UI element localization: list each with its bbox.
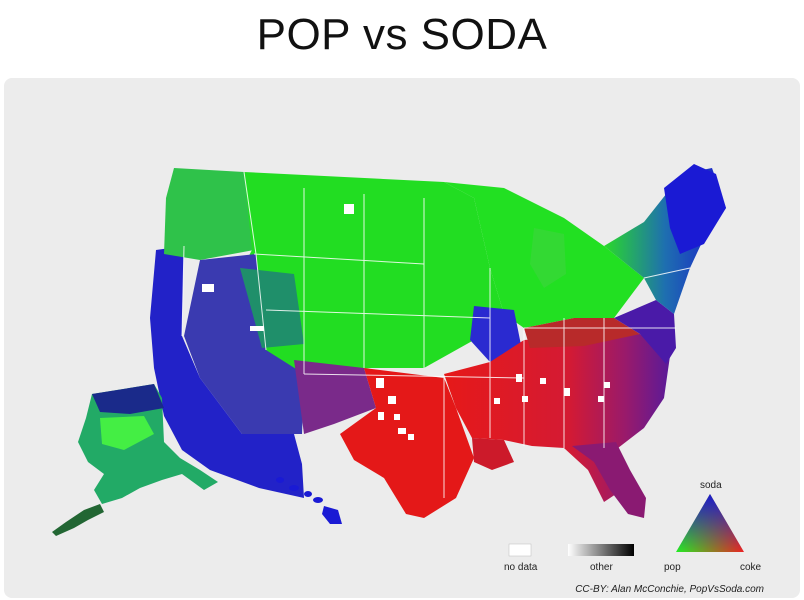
legend-other-swatch — [568, 544, 634, 556]
legend-no-data-swatch — [508, 543, 532, 557]
region-alaska-north — [92, 384, 164, 414]
region-alaska-aleutians — [52, 504, 104, 536]
legend-soda-label: soda — [700, 480, 722, 491]
page-title: POP vs SODA — [256, 10, 548, 59]
region-florida — [572, 442, 646, 518]
region-texas — [340, 368, 474, 518]
region-southwest — [294, 360, 376, 434]
no-data-counties — [202, 204, 610, 440]
region-mid-atlantic — [614, 300, 676, 364]
region-st-louis — [470, 306, 522, 362]
region-pacific-northwest — [164, 168, 254, 260]
state-borders — [181, 171, 691, 498]
legend-coke-label: coke — [740, 562, 762, 573]
us-map — [52, 164, 744, 557]
credit-text: CC-BY: Alan McConchie, PopVsSoda.com — [575, 584, 764, 595]
region-new-england — [664, 164, 726, 254]
region-south — [444, 334, 670, 502]
region-great-basin — [184, 254, 304, 434]
region-alaska-interior — [100, 416, 154, 450]
map-panel: no data other pop coke soda CC-BY: Alan … — [4, 78, 800, 598]
region-hawaii — [276, 477, 342, 524]
region-west-coast — [150, 246, 304, 498]
region-louisiana — [472, 438, 514, 470]
region-alaska — [78, 384, 218, 504]
region-northern-plains — [234, 172, 504, 374]
legend-no-data-label: no data — [504, 562, 538, 573]
region-michigan — [530, 228, 566, 288]
legend-other-label: other — [590, 562, 613, 573]
region-appalachia — [524, 318, 640, 348]
region-utah — [240, 268, 304, 348]
legend-triangle — [676, 494, 744, 552]
legend-pop-label: pop — [664, 562, 681, 573]
